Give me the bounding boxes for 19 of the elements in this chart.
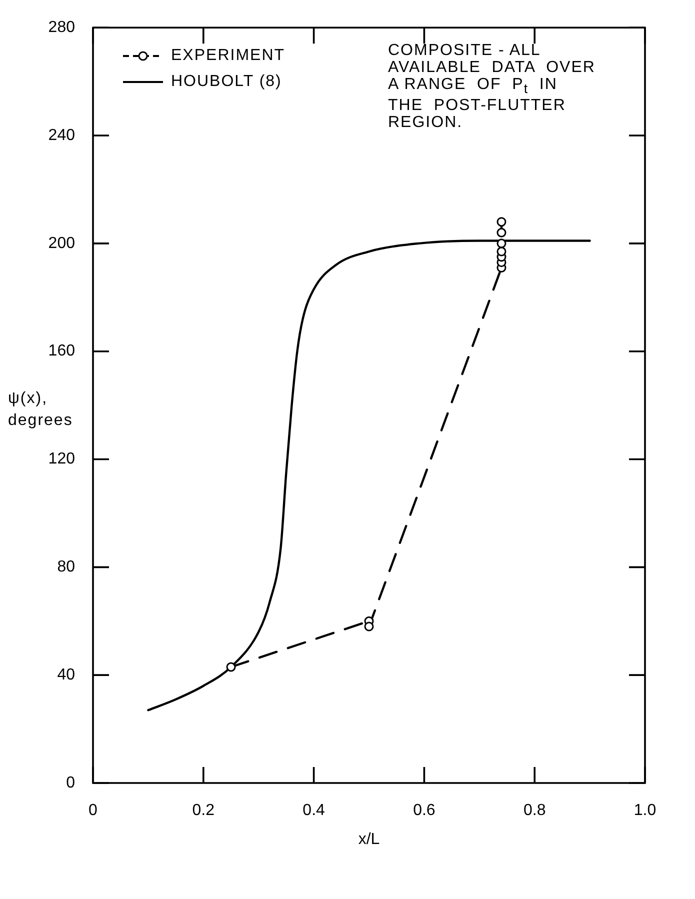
- x-tick-label: 0.4: [302, 802, 326, 820]
- annotation: COMPOSITE - ALL AVAILABLE DATA OVER A RANGE OF P$_{t}$ IN THE POST-FLUTTER REGION.: [388, 42, 596, 132]
- legend-label: HOUBOLT (8): [171, 73, 282, 91]
- y-tick-label: 200: [48, 234, 76, 252]
- y-tick-label: 0: [66, 774, 76, 792]
- y-tick-label: 160: [48, 342, 76, 360]
- x-tick-label: 0.6: [413, 802, 436, 820]
- y-tick-label: 120: [48, 450, 76, 468]
- y-tick-label: 280: [48, 19, 76, 36]
- x-tick-label: 0.2: [192, 802, 215, 820]
- x-tick-label: 0: [88, 802, 98, 820]
- y-axis-title: ψ(x), degrees: [8, 389, 73, 431]
- x-tick-label: 1.0: [634, 802, 656, 820]
- legend-label: EXPERIMENT: [171, 47, 286, 65]
- y-tick-label: 80: [57, 558, 76, 576]
- y-tick-label: 240: [48, 126, 76, 144]
- y-tick-label: 40: [57, 666, 76, 684]
- x-axis-title: x/L: [358, 831, 380, 848]
- x-tick-label: 0.8: [523, 802, 546, 820]
